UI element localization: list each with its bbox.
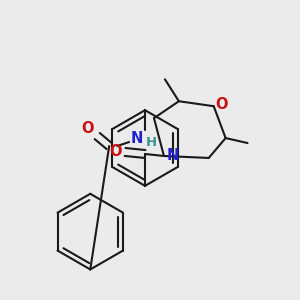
Text: O: O	[81, 121, 94, 136]
Text: O: O	[109, 145, 122, 160]
Text: N: N	[167, 148, 179, 164]
Text: O: O	[215, 97, 228, 112]
Text: H: H	[146, 136, 157, 148]
Text: N: N	[131, 130, 143, 146]
